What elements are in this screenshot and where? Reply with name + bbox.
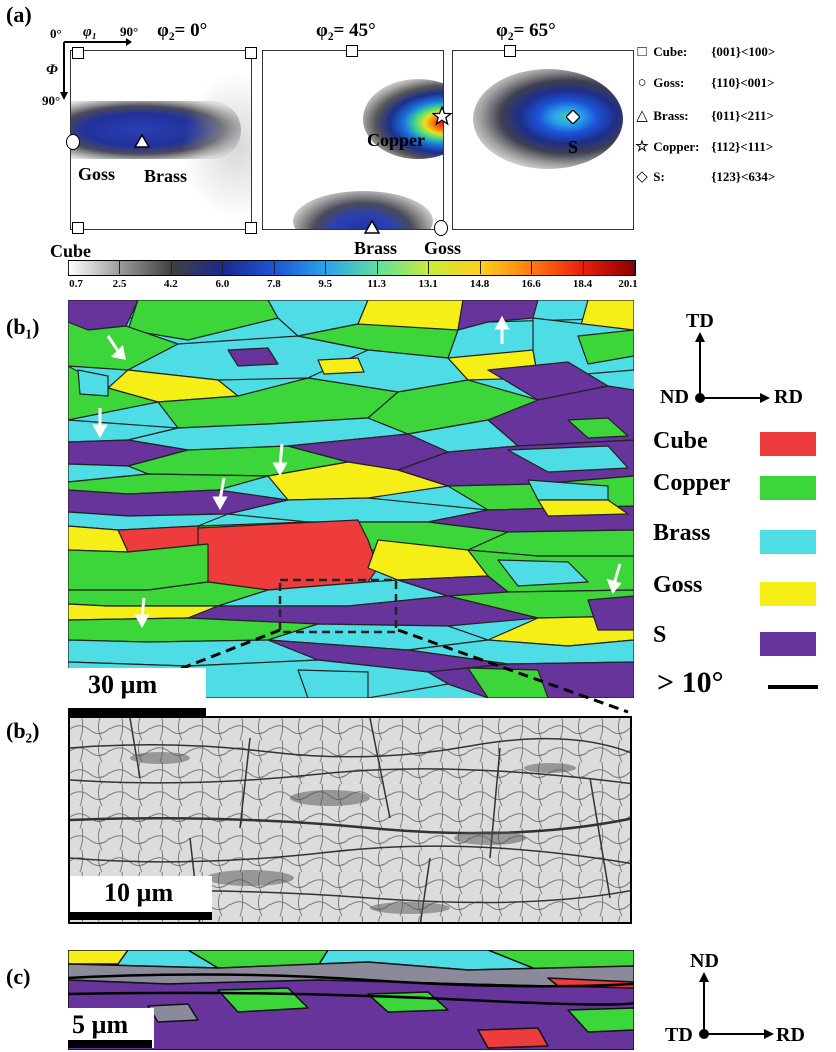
scale-bar-line — [68, 708, 206, 716]
colorbar-tick-label: 20.1 — [618, 278, 638, 290]
component-name-s: S — [653, 622, 667, 648]
axis-90-horizontal-label: 90° — [120, 24, 139, 39]
axis-rd-label-c: RD — [776, 1024, 805, 1046]
circle-icon: ○ — [637, 75, 647, 91]
colorbar-tick-mark — [376, 260, 378, 274]
label-goss: Goss — [78, 164, 116, 184]
legend-row-goss: ○ Goss: {110}<001> — [634, 75, 774, 92]
arrow-markers — [92, 315, 622, 629]
scale-bar-10um: 10 µm — [70, 876, 212, 916]
colorbar-tick-mark — [170, 260, 172, 274]
scale-bar-30um: 30 µm — [68, 668, 206, 712]
triangle-icon: △ — [636, 108, 648, 124]
euler-axes-arrows — [60, 38, 132, 100]
nd-td-rd-axes-arrows — [699, 972, 774, 1039]
colorbar-tick-mark — [325, 260, 327, 274]
colorbar-tick-label: 4.2 — [164, 278, 178, 290]
star-icon: ☆ — [635, 139, 649, 155]
scale-bar-line — [70, 912, 212, 920]
legend-row-brass: △ Brass: {011}<211> — [634, 106, 774, 125]
cube-marker-square — [245, 47, 257, 59]
brass-marker-triangle — [134, 134, 150, 148]
axis-nd-label-c: ND — [690, 950, 719, 972]
colorbar-tick-label: 14.8 — [470, 278, 490, 290]
axis-td-label-c: TD — [665, 1024, 693, 1046]
boundary-angle-label: > 10° — [657, 666, 724, 699]
component-swatch-cube — [760, 432, 816, 456]
panel-b2-label: (b₂) — [6, 718, 40, 743]
axis-90-vertical-label: 90° — [42, 93, 61, 108]
panel-b1-label: (b₁) — [6, 314, 40, 339]
colorbar-tick-label: 0.7 — [69, 278, 83, 290]
axis-origin-label: 0° — [50, 26, 62, 41]
axis-rd-label: RD — [774, 386, 803, 408]
section-title-phi2-0: φ₂= 0° — [157, 20, 208, 41]
odf-section-phi2-0 — [70, 50, 252, 230]
legend-row-copper: ☆ Copper: {112}<111> — [635, 139, 774, 155]
colorbar-tick-mark — [273, 260, 275, 274]
brass-marker-triangle — [364, 220, 380, 234]
section-title-phi2-45: φ₂= 45° — [316, 20, 376, 41]
label-brass: Brass — [144, 166, 188, 186]
colorbar-tick-mark — [582, 260, 584, 274]
odf-section-phi2-65 — [452, 50, 634, 230]
label-goss-45: Goss — [424, 238, 462, 258]
colorbar-tick-mark — [68, 260, 69, 274]
axis-nd-label: ND — [660, 386, 689, 408]
label-s: S — [568, 137, 579, 157]
component-name-brass: Brass — [653, 520, 711, 546]
component-name-cube: Cube — [653, 428, 708, 454]
goss-marker-circle — [434, 220, 448, 236]
axis-phi1-label: φ₁ — [83, 24, 98, 40]
component-swatch-s — [760, 632, 816, 656]
colorbar-tick-label: 6.0 — [215, 278, 230, 290]
component-name-copper: Copper — [653, 470, 731, 496]
colorbar-tick-mark — [119, 260, 121, 274]
colorbar-tick-mark — [428, 260, 430, 274]
colorbar-tick-label: 9.5 — [318, 278, 333, 290]
s-marker-diamond — [566, 110, 580, 124]
component-swatch-goss — [760, 582, 816, 606]
axis-td-label: TD — [686, 310, 714, 332]
cube-marker-square — [72, 222, 84, 234]
diamond-icon: ◇ — [636, 169, 648, 185]
label-copper: Copper — [367, 130, 425, 150]
legend-row-cube: □ Cube: {001}<100> — [634, 44, 775, 61]
colorbar-tick-label: 18.4 — [572, 278, 593, 290]
square-icon: □ — [637, 44, 647, 60]
colorbar-tick-label: 16.6 — [521, 278, 541, 290]
colorbar-tick-mark — [531, 260, 533, 274]
cube-marker-square — [245, 222, 257, 234]
td-nd-rd-axes-arrows — [695, 332, 770, 403]
panel-c-label: (c) — [6, 964, 31, 989]
section-title-phi2-65: φ₂= 65° — [496, 20, 556, 41]
colorbar-tick-mark — [479, 260, 481, 274]
colorbar-tick-mark — [634, 260, 635, 274]
label-brass-45: Brass — [354, 238, 398, 258]
boundary-line-sample — [768, 685, 818, 689]
component-name-goss: Goss — [653, 572, 703, 598]
cube-marker-square — [346, 45, 358, 57]
colorbar-tick-label: 11.3 — [367, 278, 387, 290]
ebsd-detail-map — [68, 950, 634, 1050]
component-swatch-brass — [760, 530, 816, 554]
scale-bar-line — [68, 1040, 152, 1048]
goss-marker-circle — [66, 134, 80, 150]
axis-Phi-label: Φ — [46, 62, 58, 78]
copper-marker-star — [432, 106, 452, 126]
label-cube: Cube — [50, 241, 92, 261]
cube-marker-square — [72, 47, 84, 59]
colorbar-tick-mark — [222, 260, 224, 274]
intensity-colorbar — [68, 260, 636, 276]
colorbar-tick-label: 13.1 — [418, 278, 438, 290]
panel-a-label: (a) — [6, 2, 32, 27]
colorbar-tick-label: 2.5 — [112, 278, 127, 290]
cube-marker-square — [504, 45, 516, 57]
colorbar-tick-label: 7.8 — [266, 278, 281, 290]
component-swatch-copper — [760, 476, 816, 500]
legend-row-s: ◇ S: {123}<634> — [634, 167, 775, 186]
